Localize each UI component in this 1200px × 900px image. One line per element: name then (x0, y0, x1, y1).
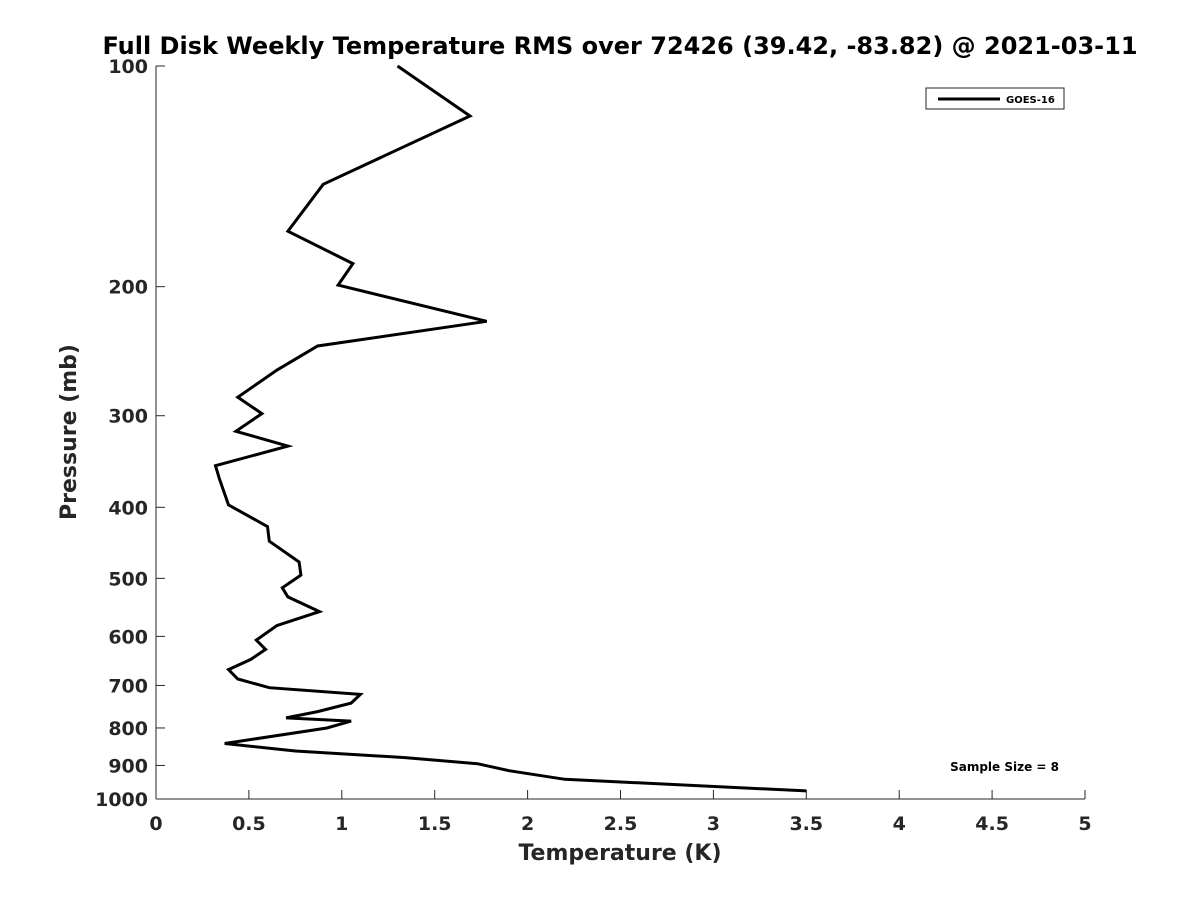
sample-size-annotation: Sample Size = 8 (950, 760, 1059, 774)
y-tick-label: 200 (108, 277, 148, 299)
x-tick-label: 0 (149, 813, 162, 835)
series-line-goes-16 (213, 64, 807, 793)
legend[interactable]: GOES-16 (925, 87, 1065, 110)
y-tick-label: 1000 (95, 789, 148, 811)
y-tick-label: 700 (108, 675, 148, 697)
legend-label-goes-16: GOES-16 (1006, 95, 1055, 106)
x-tick-label: 5 (1078, 813, 1091, 835)
x-tick-label: 4 (893, 813, 906, 835)
x-tick-label: 4.5 (975, 813, 1009, 835)
x-tick-label: 2.5 (604, 813, 638, 835)
chart-title: Full Disk Weekly Temperature RMS over 72… (102, 32, 1137, 60)
y-tick-label: 500 (108, 568, 148, 590)
y-tick-label: 600 (108, 626, 148, 648)
x-axis-ticks: 0 0.5 1 1.5 2 2.5 3 3.5 4 4.5 5 (149, 790, 1092, 835)
x-tick-label: 1 (335, 813, 348, 835)
y-tick-label: 100 (108, 56, 148, 78)
series-lines (213, 64, 807, 793)
x-tick-label: 2 (521, 813, 534, 835)
y-tick-label: 800 (108, 718, 148, 740)
x-axis-label: Temperature (K) (518, 841, 721, 866)
x-tick-label: 3.5 (789, 813, 823, 835)
x-tick-label: 1.5 (418, 813, 452, 835)
y-axis-label: Pressure (mb) (57, 344, 82, 520)
y-tick-label: 900 (108, 755, 148, 777)
x-tick-label: 3 (707, 813, 720, 835)
y-tick-label: 300 (108, 406, 148, 428)
y-axis-ticks: 100 200 300 400 500 600 700 800 900 1000 (95, 56, 165, 811)
y-tick-label: 400 (108, 497, 148, 519)
x-tick-label: 0.5 (232, 813, 266, 835)
